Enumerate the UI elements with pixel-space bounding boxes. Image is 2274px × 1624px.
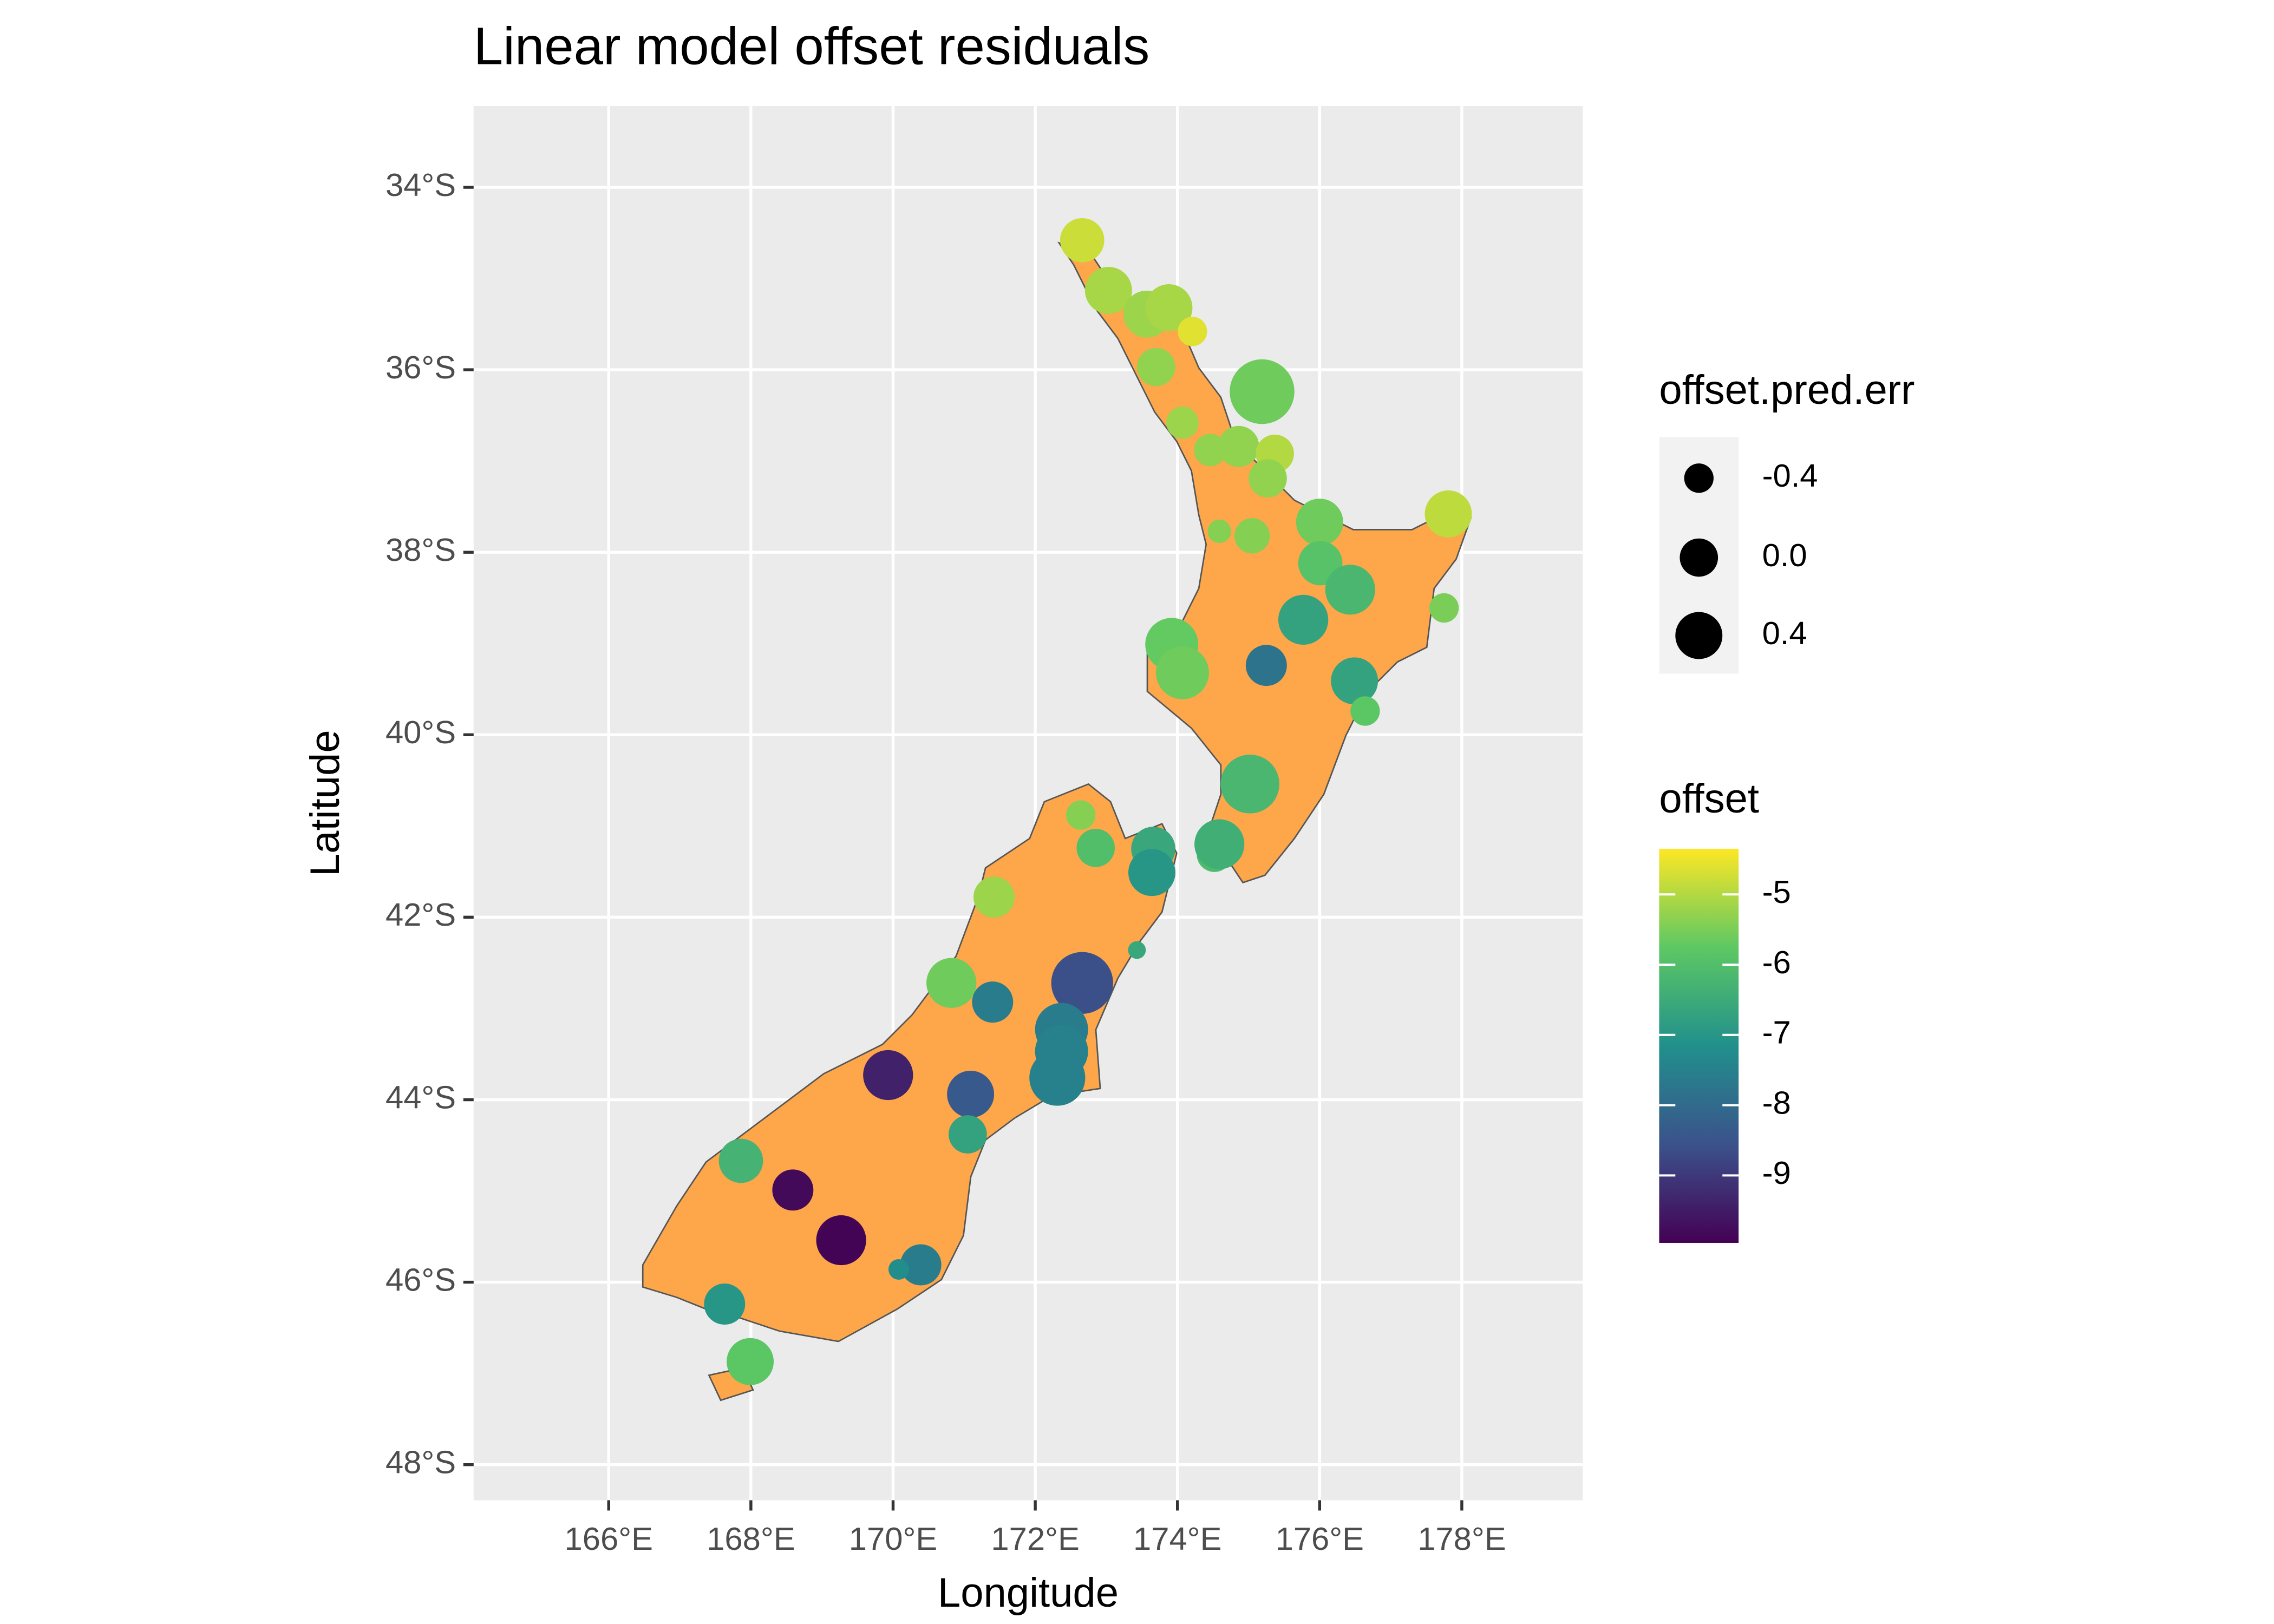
y-tick-label: 40°S [385, 714, 456, 750]
x-tick-label: 176°E [1276, 1521, 1364, 1557]
point [1178, 317, 1207, 346]
point [1424, 490, 1472, 538]
point [704, 1284, 746, 1325]
colorbar-label: -6 [1762, 944, 1791, 980]
x-tick-label: 170°E [849, 1521, 937, 1557]
point [863, 1050, 913, 1101]
point [1296, 499, 1343, 546]
point [1066, 800, 1096, 830]
colorbar-label: -8 [1762, 1084, 1791, 1121]
point [1234, 518, 1270, 554]
color-legend-title: offset [1659, 776, 1759, 822]
panel [473, 106, 1583, 1501]
size-legend-label: -0.4 [1762, 457, 1818, 494]
point [1218, 425, 1259, 467]
point [1331, 657, 1378, 705]
point [1029, 1050, 1086, 1106]
point [1128, 849, 1175, 896]
point [1249, 459, 1287, 497]
x-tick-label: 172°E [991, 1521, 1079, 1557]
y-tick-label: 34°S [385, 167, 456, 203]
size-legend-key [1684, 463, 1714, 493]
colorbar-label: -7 [1762, 1014, 1791, 1051]
point [900, 1244, 942, 1286]
point [926, 958, 977, 1008]
point [888, 1259, 910, 1280]
point [1230, 359, 1295, 424]
point [1194, 819, 1245, 869]
colorbar [1659, 848, 1739, 1243]
colorbar-label: -5 [1762, 874, 1791, 910]
point [972, 981, 1014, 1023]
point [1325, 565, 1375, 615]
point [718, 1138, 763, 1183]
point [1429, 593, 1459, 623]
point [1155, 646, 1209, 699]
point [949, 1115, 987, 1154]
point [727, 1338, 774, 1385]
y-tick-label: 38°S [385, 532, 456, 568]
y-tick-label: 36°S [385, 349, 456, 385]
y-tick-label: 44°S [385, 1079, 456, 1115]
size-legend-key [1675, 612, 1723, 659]
x-tick-label: 166°E [565, 1521, 653, 1557]
colorbar-label: -9 [1762, 1155, 1791, 1191]
point [1060, 218, 1105, 263]
chart-title: Linear model offset residuals [474, 16, 1150, 76]
point [772, 1169, 814, 1211]
point [973, 876, 1015, 918]
x-axis-label: Longitude [938, 1570, 1119, 1616]
point [1051, 952, 1113, 1014]
point [1245, 645, 1287, 686]
point [1194, 434, 1226, 467]
point [1207, 519, 1231, 543]
point [1166, 407, 1199, 439]
size-legend-label: 0.4 [1762, 615, 1807, 651]
y-tick-label: 42°S [385, 896, 456, 933]
point [1278, 594, 1329, 645]
point [1220, 755, 1279, 814]
x-tick-label: 178°E [1417, 1521, 1506, 1557]
point [1145, 284, 1193, 331]
x-tick-label: 174°E [1133, 1521, 1221, 1557]
size-legend-key [1680, 538, 1718, 577]
point [1128, 941, 1146, 959]
x-tick-label: 168°E [707, 1521, 795, 1557]
point [1137, 348, 1175, 387]
point [1350, 696, 1380, 726]
size-legend-title: offset.pred.err [1659, 367, 1914, 413]
point [947, 1070, 995, 1118]
point [1084, 266, 1132, 314]
point [816, 1215, 866, 1266]
y-tick-label: 46°S [385, 1261, 456, 1298]
point [1076, 828, 1115, 867]
y-axis-label: Latitude [302, 730, 348, 876]
size-legend-label: 0.0 [1762, 537, 1807, 573]
y-tick-label: 48°S [385, 1444, 456, 1480]
